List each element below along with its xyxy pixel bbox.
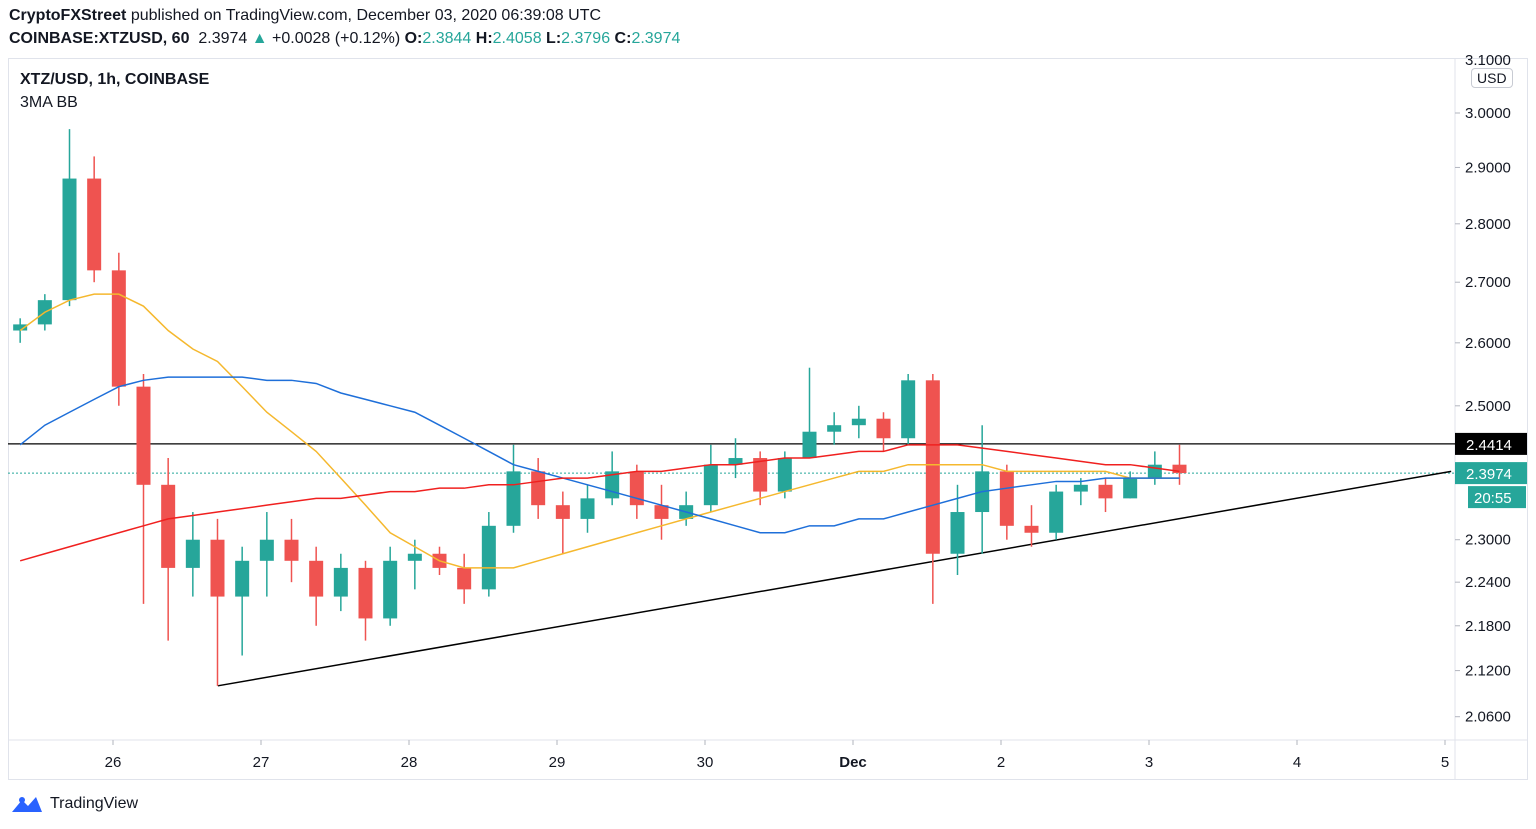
- publish-info: CryptoFXStreet published on TradingView.…: [9, 7, 601, 25]
- x-tick-label: 29: [549, 754, 566, 771]
- author[interactable]: CryptoFXStreet: [9, 7, 127, 24]
- candle-body: [851, 418, 866, 426]
- candle-body: [1024, 525, 1039, 533]
- close-label: C:: [614, 30, 632, 47]
- candle-body: [1073, 484, 1088, 492]
- candle-body: [481, 525, 496, 590]
- y-tick-label: 2.0600: [1465, 709, 1511, 726]
- x-tick-label: 2: [997, 754, 1005, 771]
- y-tick-label: 3.0000: [1465, 105, 1511, 122]
- support-trendline: [217, 470, 1452, 687]
- x-tick-label: Dec: [839, 754, 867, 771]
- tradingview-logo-icon: [12, 797, 42, 812]
- y-tick-label: 2.7000: [1465, 274, 1511, 291]
- chart-legend-title: XTZ/USD, 1h, COINBASE: [20, 71, 210, 88]
- y-tick-label: 3.1000: [1465, 52, 1511, 69]
- y-tick-label: 2.8000: [1465, 216, 1511, 233]
- candle-body: [62, 178, 77, 301]
- y-tick-label: 2.1800: [1465, 618, 1511, 635]
- y-tick-label: 2.6000: [1465, 335, 1511, 352]
- candle-body: [654, 505, 669, 519]
- last-price-label: 2.3974: [1466, 466, 1512, 483]
- change: +0.0028 (+0.12%): [272, 30, 401, 47]
- x-tick-label: 26: [105, 754, 122, 771]
- candle-body: [901, 380, 916, 439]
- candle-body: [13, 324, 28, 331]
- candle-body: [753, 458, 768, 492]
- open-label: O:: [404, 30, 423, 47]
- candle-body: [457, 567, 472, 590]
- candle-body: [259, 539, 274, 561]
- candle-body: [876, 418, 891, 439]
- x-tick-label: 5: [1441, 754, 1449, 771]
- candle-body: [605, 471, 620, 499]
- x-tick-label: 27: [253, 754, 270, 771]
- candle-body: [999, 471, 1014, 526]
- candle-body: [1049, 491, 1064, 533]
- low-value: 2.3796: [561, 30, 611, 47]
- candle-body: [925, 380, 940, 554]
- candle-body: [407, 553, 422, 561]
- close-value: 2.3974: [631, 30, 681, 47]
- candle-body: [185, 539, 200, 568]
- ohlc-bar: COINBASE:XTZUSD, 60 2.3974 ▲ +0.0028 (+0…: [9, 30, 680, 48]
- ma-slow-line: [19, 444, 1180, 562]
- countdown-tag: [1468, 486, 1526, 509]
- last-price-tag: [1455, 462, 1527, 485]
- tradingview-logo[interactable]: TradingView: [10, 794, 138, 814]
- candle-body: [728, 458, 743, 465]
- candle-body: [531, 471, 546, 506]
- last-price: 2.3974: [198, 30, 248, 47]
- x-tick-label: 4: [1293, 754, 1301, 771]
- ma-fast-line: [19, 293, 1180, 569]
- x-tick-label: 30: [697, 754, 714, 771]
- candle-body: [161, 484, 176, 568]
- candle-body: [1172, 464, 1187, 474]
- y-tick-label: 2.9000: [1465, 159, 1511, 176]
- resistance-price-label: 2.4414: [1466, 437, 1512, 454]
- candle-body: [87, 178, 102, 271]
- candle-body: [777, 458, 792, 492]
- countdown-label: 20:55: [1474, 490, 1512, 507]
- candle-body: [210, 539, 225, 597]
- low-label: L:: [546, 30, 562, 47]
- brand-name: TradingView: [50, 795, 139, 812]
- candle-body: [358, 567, 373, 619]
- ma-mid-line: [19, 376, 1180, 534]
- open-value: 2.3844: [422, 30, 472, 47]
- candle-body: [1123, 478, 1138, 499]
- y-tick-label: 2.2400: [1465, 574, 1511, 591]
- candle-body: [309, 560, 324, 597]
- y-tick-label: 2.5000: [1465, 398, 1511, 415]
- up-arrow-icon: ▲: [251, 30, 268, 47]
- chart-frame: [8, 58, 1528, 780]
- candle-body: [136, 386, 151, 485]
- candle-body: [383, 560, 398, 619]
- publish-text: published on TradingView.com, December 0…: [130, 7, 602, 24]
- candle-body: [333, 567, 348, 597]
- candle-body: [703, 464, 718, 506]
- candle-body: [827, 425, 842, 432]
- high-value: 2.4058: [492, 30, 542, 47]
- candle-body: [111, 270, 126, 387]
- y-tick-label: 2.1200: [1465, 663, 1511, 680]
- candle-body: [284, 539, 299, 561]
- x-tick-label: 3: [1145, 754, 1153, 771]
- candle-body: [950, 512, 965, 554]
- candle-body: [802, 431, 817, 459]
- resistance-price-tag: [1455, 432, 1527, 455]
- candle-body: [1098, 484, 1113, 499]
- indicator-label[interactable]: 3MA BB: [20, 94, 78, 111]
- candle-body: [555, 505, 570, 519]
- candle-body: [580, 498, 595, 519]
- candle-body: [506, 471, 521, 526]
- symbol: COINBASE:XTZUSD, 60: [9, 30, 190, 47]
- y-tick-label: 2.3000: [1465, 532, 1511, 549]
- x-tick-label: 28: [401, 754, 418, 771]
- candle-body: [235, 560, 250, 597]
- high-label: H:: [475, 30, 493, 47]
- currency-button[interactable]: USD: [1471, 68, 1513, 88]
